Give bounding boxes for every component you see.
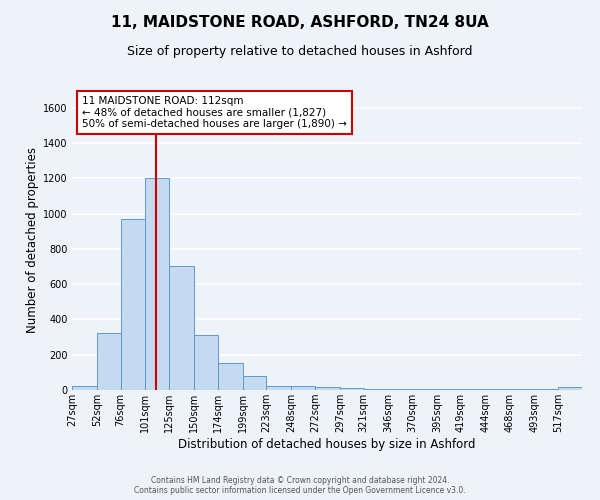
Bar (412, 389, 437, 390)
Bar (242, 376, 266, 390)
Bar (169, 266, 194, 390)
Text: Size of property relative to detached houses in Ashford: Size of property relative to detached ho… (127, 45, 473, 58)
Bar (72, 386, 97, 390)
Text: 11 MAIDSTONE ROAD: 112sqm
← 48% of detached houses are smaller (1,827)
50% of se: 11 MAIDSTONE ROAD: 112sqm ← 48% of detac… (82, 96, 347, 129)
Bar (315, 388, 340, 390)
Text: 11, MAIDSTONE ROAD, ASHFORD, TN24 8UA: 11, MAIDSTONE ROAD, ASHFORD, TN24 8UA (111, 15, 489, 30)
Bar (266, 386, 291, 390)
Bar (364, 389, 389, 390)
Bar (437, 389, 461, 390)
Bar (218, 362, 242, 390)
Y-axis label: Number of detached properties: Number of detached properties (26, 147, 39, 333)
Text: Contains HM Land Registry data © Crown copyright and database right 2024.
Contai: Contains HM Land Registry data © Crown c… (134, 476, 466, 495)
Bar (535, 389, 558, 390)
X-axis label: Distribution of detached houses by size in Ashford: Distribution of detached houses by size … (178, 438, 476, 451)
Bar (291, 386, 315, 390)
Bar (389, 389, 412, 390)
Bar (461, 389, 486, 390)
Bar (194, 336, 218, 390)
Bar (97, 332, 121, 390)
Bar (340, 388, 364, 390)
Bar (486, 389, 509, 390)
Bar (145, 178, 169, 390)
Bar (558, 388, 582, 390)
Bar (121, 219, 145, 390)
Bar (509, 389, 535, 390)
